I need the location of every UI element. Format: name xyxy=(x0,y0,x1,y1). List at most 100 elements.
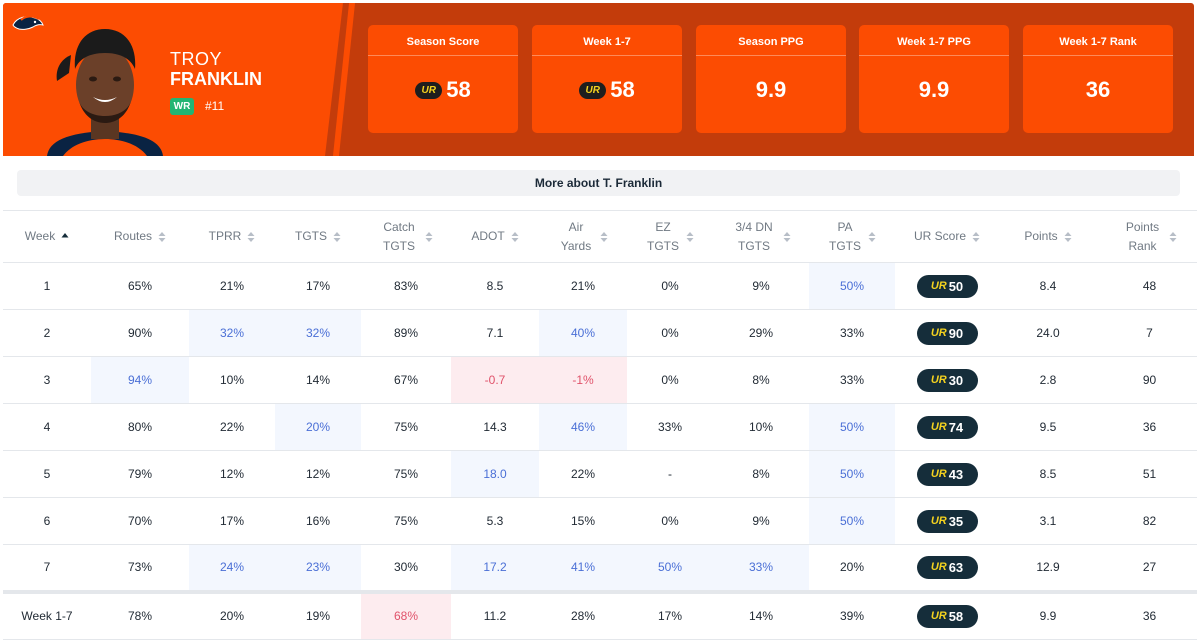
cell-adot: 8.5 xyxy=(451,262,539,310)
cell-air-yards: -1% xyxy=(539,356,627,404)
cell-catch-tgts: 75% xyxy=(361,403,451,451)
cell-ur-score: UR 50 xyxy=(895,262,999,310)
column-header-tprr[interactable]: TPRR xyxy=(189,210,275,263)
column-header-tgts[interactable]: TGTS xyxy=(275,210,361,263)
cell-tgts: 16% xyxy=(275,497,361,545)
cell-ez-tgts: 0% xyxy=(627,309,713,357)
cell-adot: -0.7 xyxy=(451,356,539,404)
cell-34-dn-tgts: 10% xyxy=(713,403,809,451)
column-header-adot[interactable]: ADOT xyxy=(451,210,539,263)
cell-ez-tgts: 0% xyxy=(627,262,713,310)
ur-score-pill: UR 43 xyxy=(916,462,978,486)
ur-score-value: 58 xyxy=(948,608,964,624)
ur-logo-text: UR xyxy=(421,84,436,96)
cell-catch-tgts: 75% xyxy=(361,497,451,545)
stat-divider xyxy=(859,55,1009,56)
cell-catch-tgts: 83% xyxy=(361,262,451,310)
cell-catch-tgts: 68% xyxy=(361,589,451,640)
cell-tgts: 12% xyxy=(275,450,361,498)
cell-catch-tgts: 67% xyxy=(361,356,451,404)
cell-points: 9.9 xyxy=(999,589,1097,640)
player-last-name: FRANKLIN xyxy=(170,69,262,89)
ur-logo-icon: UR xyxy=(930,515,947,527)
column-header-week[interactable]: Week xyxy=(3,210,91,263)
cell-ur-score: UR 74 xyxy=(895,403,999,451)
cell-tprr: 12% xyxy=(189,450,275,498)
stat-divider xyxy=(696,55,846,56)
column-header-label: UR Score xyxy=(913,229,966,243)
column-header-pa-tgts[interactable]: PA TGTS xyxy=(809,210,895,263)
ur-score-pill: UR 63 xyxy=(916,555,978,579)
sort-icon xyxy=(333,231,341,242)
more-section: More about T. Franklin xyxy=(3,156,1194,210)
cell-tgts: 17% xyxy=(275,262,361,310)
table-total-row: Week 1-7 78% 20% 19% 68% 11.2 28% 17% 14% 39% UR 58… xyxy=(3,589,1197,640)
column-header-routes[interactable]: Routes xyxy=(91,210,189,263)
column-header-air-yards[interactable]: Air Yards xyxy=(539,210,627,263)
ur-logo-icon: UR xyxy=(415,81,443,99)
ur-score-pill: UR 35 xyxy=(916,509,978,533)
table-header-row: Week Routes TPRR TGTS Catch TGTS ADOT Ai… xyxy=(3,210,1197,263)
cell-routes: 90% xyxy=(91,309,189,357)
sort-icon xyxy=(425,231,433,242)
column-header-ez-tgts[interactable]: EZ TGTS xyxy=(627,210,713,263)
table-row: 5 79% 12% 12% 75% 18.0 22% -8% 50% UR 43 8.5 51 xyxy=(3,450,1197,498)
column-header-label: Points xyxy=(1024,229,1058,243)
cell-ur-score: UR 90 xyxy=(895,309,999,357)
cell-adot: 14.3 xyxy=(451,403,539,451)
column-header-catch-tgts[interactable]: Catch TGTS xyxy=(361,210,451,263)
table-row: 3 94% 10% 14% 67% -0.7 -1% 0% 8% 33% UR 30 2.8 90 xyxy=(3,356,1197,404)
player-first-name: TROY xyxy=(170,49,223,69)
cell-34-dn-tgts: 8% xyxy=(713,356,809,404)
cell-pa-tgts: 33% xyxy=(809,356,895,404)
weekly-stats-table: Week Routes TPRR TGTS Catch TGTS ADOT Ai… xyxy=(3,210,1197,640)
cell-ez-tgts: 50% xyxy=(627,544,713,592)
stat-card-season-score: Season Score UR 58 xyxy=(368,25,518,133)
cell-tgts: 20% xyxy=(275,403,361,451)
cell-points-rank: 7 xyxy=(1097,309,1197,357)
cell-pa-tgts: 20% xyxy=(809,544,895,592)
ur-score-pill: UR 30 xyxy=(916,368,978,392)
table-row: 7 73% 24% 23% 30% 17.2 41% 50% 33% 20% UR 63 12.9 27 xyxy=(3,544,1197,592)
position-badge: WR xyxy=(170,98,194,115)
cell-points-rank: 36 xyxy=(1097,403,1197,451)
table-row: 1 65% 21% 17% 83% 8.5 21% 0% 9% 50% UR 50 8.4 48 xyxy=(3,262,1197,310)
ur-logo-icon: UR xyxy=(930,561,947,574)
more-about-player-button[interactable]: More about T. Franklin xyxy=(17,170,1180,196)
column-header-label: TPRR xyxy=(208,229,242,243)
cell-ez-tgts: - xyxy=(627,450,713,498)
cell-34-dn-tgts: 14% xyxy=(713,589,809,640)
cell-ur-score: UR 58 xyxy=(895,589,999,640)
cell-pa-tgts: 39% xyxy=(809,589,895,640)
table-row: 2 90% 32% 32% 89% 7.1 40% 0% 29% 33% UR 90 24.0 7 xyxy=(3,309,1197,357)
sort-icon xyxy=(600,231,608,242)
cell-tgts: 19% xyxy=(275,589,361,640)
cell-week: 4 xyxy=(3,403,91,451)
cell-ez-tgts: 17% xyxy=(627,589,713,640)
player-header: TROY FRANKLIN WR #11 Season Score UR 58 … xyxy=(3,3,1194,156)
column-header-points-rank[interactable]: Points Rank xyxy=(1097,210,1197,263)
ur-score-value: 43 xyxy=(948,466,964,482)
sort-icon xyxy=(247,231,255,242)
cell-points-rank: 51 xyxy=(1097,450,1197,498)
stat-value: 36 xyxy=(1085,77,1111,102)
cell-points: 9.5 xyxy=(999,403,1097,451)
cell-air-yards: 15% xyxy=(539,497,627,545)
player-avatar xyxy=(47,29,163,156)
stat-card-week-1-7: Week 1-7 UR 58 xyxy=(532,25,682,133)
cell-routes: 79% xyxy=(91,450,189,498)
cell-routes: 94% xyxy=(91,356,189,404)
sort-asc-icon xyxy=(61,232,69,242)
cell-points: 12.9 xyxy=(999,544,1097,592)
stat-value: 9.9 xyxy=(755,77,787,102)
column-header-label: Week xyxy=(24,229,56,243)
ur-score-value: 50 xyxy=(948,278,964,294)
column-header-34-dn-tgts[interactable]: 3/4 DN TGTS xyxy=(713,210,809,263)
column-header-label: EZ TGTS xyxy=(647,219,679,253)
column-header-label: Air Yards xyxy=(560,219,592,253)
column-header-ur-score[interactable]: UR Score xyxy=(895,210,999,263)
sort-icon xyxy=(686,231,694,242)
column-header-points[interactable]: Points xyxy=(999,210,1097,263)
ur-logo-icon: UR xyxy=(930,421,947,433)
cell-tprr: 32% xyxy=(189,309,275,357)
